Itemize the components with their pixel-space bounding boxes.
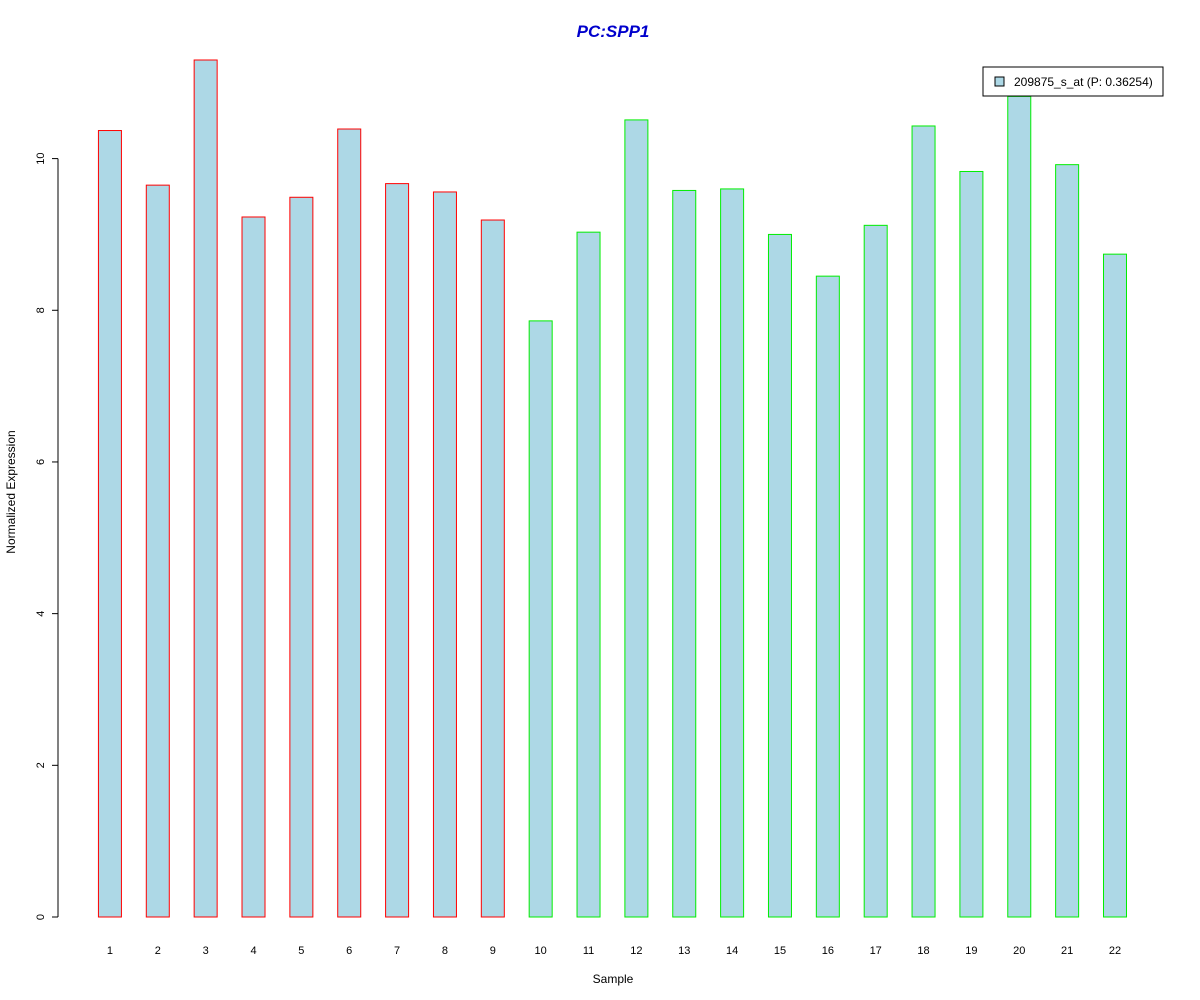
x-tick-label: 3 [203, 945, 209, 957]
bars [97, 59, 1127, 918]
x-tick-label: 7 [394, 945, 400, 957]
legend-box [982, 66, 1164, 97]
x-tick-label: 6 [346, 945, 352, 957]
x-tick-label: 4 [250, 945, 256, 957]
legend-swatch [994, 76, 1005, 87]
bar-21 [1055, 164, 1080, 918]
y-tick-label: 0 [35, 914, 47, 920]
bar-13 [672, 189, 697, 918]
x-axis-label: Sample [593, 972, 634, 986]
chart-title: PC:SPP1 [577, 22, 650, 41]
bar-16 [815, 275, 840, 918]
bar-7 [385, 183, 410, 918]
x-tick-label: 11 [583, 945, 594, 957]
bar-1 [97, 130, 122, 918]
x-tick-label: 20 [1013, 945, 1025, 957]
x-tick-label: 13 [678, 945, 690, 957]
bar-15 [767, 233, 792, 918]
bar-3 [193, 59, 218, 918]
x-tick-label: 5 [298, 945, 304, 957]
bar-12 [624, 119, 649, 918]
x-tick-label: 14 [726, 945, 738, 957]
bar-18 [911, 125, 936, 918]
x-tick-label: 17 [870, 945, 882, 957]
x-tick-label: 10 [535, 945, 547, 957]
x-tick-label: 8 [442, 945, 448, 957]
bar-5 [289, 196, 314, 918]
bar-8 [432, 191, 457, 918]
bar-17 [863, 224, 888, 918]
y-tick-label: 2 [35, 762, 47, 768]
y-axis: 0 2 4 6 8 10 [35, 152, 59, 920]
y-tick-label: 10 [35, 152, 47, 164]
bar-20 [1007, 95, 1032, 918]
bar-11 [576, 231, 601, 918]
y-tick-label: 6 [35, 459, 47, 465]
x-tick-label: 22 [1109, 945, 1121, 957]
bar-14 [720, 188, 745, 918]
x-tick-label: 9 [490, 945, 496, 957]
y-tick-label: 8 [35, 307, 47, 313]
x-tick-label: 21 [1061, 945, 1073, 957]
x-tick-label: 2 [155, 945, 161, 957]
bar-9 [480, 219, 505, 918]
x-tick-label: 12 [630, 945, 642, 957]
legend: 209875_s_at (P: 0.36254) [982, 66, 1164, 97]
x-tick-label: 1 [107, 945, 113, 957]
x-tick-label: 19 [965, 945, 977, 957]
x-tick-labels: 1 2 3 4 5 6 7 8 9 10 11 12 13 14 15 16 17 18 19 20 21 22 [107, 945, 1121, 957]
x-tick-label: 16 [822, 945, 834, 957]
legend-label: 209875_s_at (P: 0.36254) [1014, 75, 1153, 89]
bar-10 [528, 320, 553, 918]
y-tick-label: 4 [35, 611, 47, 617]
x-tick-label: 18 [917, 945, 929, 957]
bar-19 [959, 170, 984, 918]
bar-6 [337, 128, 362, 918]
bar-22 [1102, 253, 1127, 918]
bar-2 [145, 184, 170, 918]
bar-4 [241, 216, 266, 918]
y-axis-label: Normalized Expression [4, 430, 18, 553]
x-tick-label: 15 [774, 945, 786, 957]
